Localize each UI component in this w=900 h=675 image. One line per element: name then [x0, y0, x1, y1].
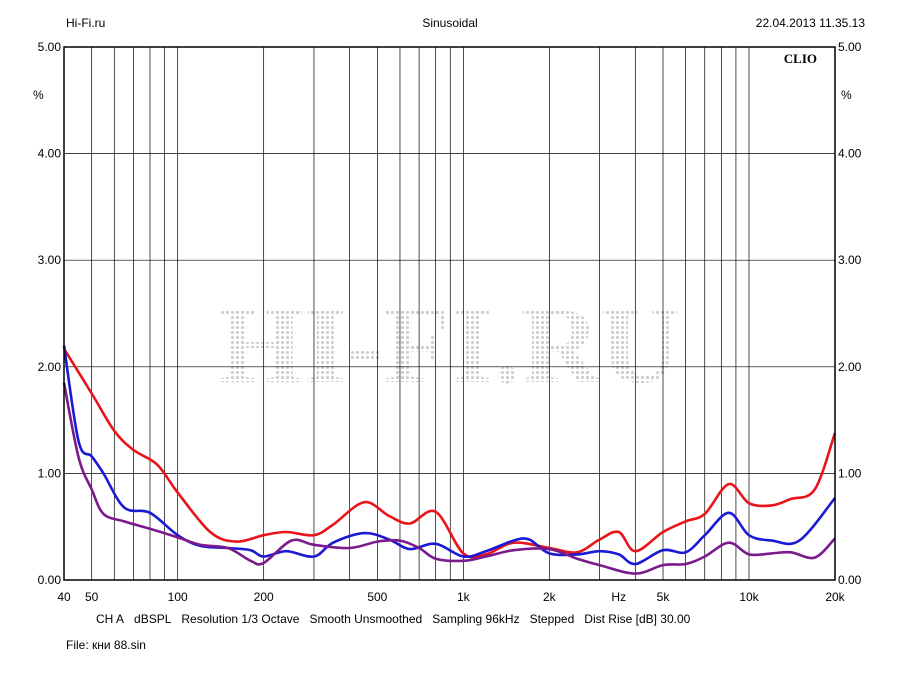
- x-tick-label: 50: [85, 590, 99, 604]
- watermark: HI-FI.RU: [218, 284, 679, 406]
- series-line: [62, 348, 837, 559]
- y-tick-label-right: 1.00: [838, 466, 862, 480]
- y-tick-label-left: 3.00: [38, 253, 62, 267]
- plot-frame: [63, 46, 836, 581]
- x-tick-label: 200: [254, 590, 274, 604]
- x-tick-label: 1k: [457, 590, 471, 604]
- measurement-settings: CH A dBSPL Resolution 1/3 Octave Smooth Uns…: [96, 612, 700, 626]
- setting-item: Stepped: [529, 612, 575, 626]
- x-tick-label: 500: [367, 590, 387, 604]
- setting-item: dBSPL: [134, 612, 172, 626]
- x-tick-label: 100: [168, 590, 188, 604]
- setting-item: Sampling 96kHz: [432, 612, 520, 626]
- header-timestamp: 22.04.2013 11.35.13: [755, 16, 865, 30]
- setting-item: Dist Rise [dB] 30.00: [584, 612, 691, 626]
- file-name: File: кни 88.sin: [66, 638, 146, 652]
- watermark-text: HI-FI.RU: [218, 284, 679, 406]
- setting-item: Resolution 1/3 Octave: [181, 612, 300, 626]
- chart-grid: [64, 47, 835, 580]
- chart-series: [62, 345, 837, 575]
- setting-item: CH A: [96, 612, 125, 626]
- y-tick-label-left: 0.00: [38, 573, 62, 587]
- y-tick-label-left: 4.00: [38, 147, 62, 161]
- x-tick-label: 20k: [825, 590, 845, 604]
- x-tick-label: Hz: [611, 590, 626, 604]
- y-unit-label-left: %: [33, 88, 44, 102]
- y-tick-label-right: 2.00: [838, 360, 862, 374]
- axis-ticks: 0.00 0.00 1.00 1.00 2.00 2.00 3.00 3.00 4.00 4.00…: [33, 40, 862, 604]
- x-tick-label: 40: [57, 590, 71, 604]
- y-tick-label-right: 3.00: [838, 253, 862, 267]
- x-tick-label: 2k: [543, 590, 557, 604]
- y-tick-label-left: 5.00: [38, 40, 62, 54]
- x-tick-label: 10k: [739, 590, 759, 604]
- setting-item: Smooth Unsmoothed: [309, 612, 423, 626]
- y-tick-label-right: 0.00: [838, 573, 862, 587]
- series-line: [62, 382, 836, 575]
- clio-brand: CLIO: [784, 51, 817, 66]
- header-measurement-type: Sinusoidal: [422, 16, 478, 30]
- series-line: [62, 345, 837, 566]
- y-tick-label-right: 4.00: [838, 147, 862, 161]
- header-app-name: Hi-Fi.ru: [66, 16, 106, 30]
- y-unit-label-right: %: [841, 88, 852, 102]
- y-tick-label-left: 1.00: [38, 466, 62, 480]
- y-tick-label-left: 2.00: [38, 360, 62, 374]
- x-tick-label: 5k: [657, 590, 671, 604]
- y-tick-label-right: 5.00: [838, 40, 862, 54]
